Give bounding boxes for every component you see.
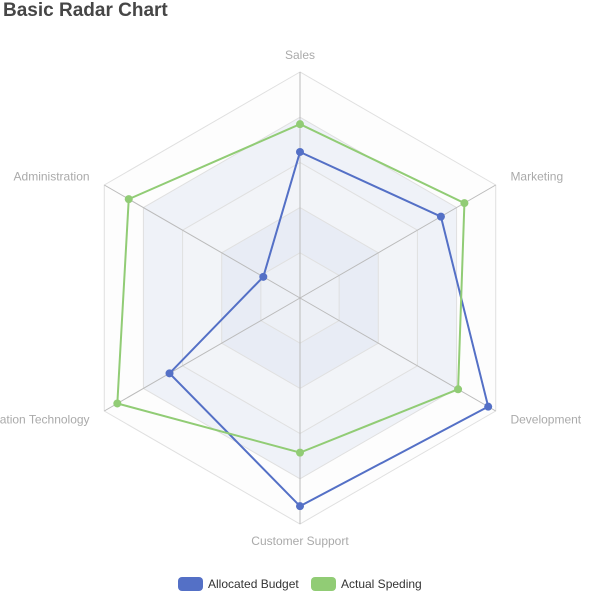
legend-swatch [311, 577, 336, 591]
axis-line [104, 184, 301, 299]
data-point [124, 195, 133, 204]
indicator-label: Administration [14, 170, 90, 184]
legend-swatch [178, 577, 203, 591]
data-point [165, 369, 174, 378]
axis-line [104, 297, 301, 412]
data-point [259, 272, 268, 281]
axis-line [299, 297, 496, 412]
indicator-label: Information Technology [0, 413, 90, 427]
indicator-label: Customer Support [251, 534, 349, 548]
data-point [296, 502, 304, 511]
data-point [113, 399, 122, 408]
indicator-label: Development [510, 413, 581, 427]
data-point [484, 402, 493, 411]
data-point [460, 199, 469, 208]
indicator-label: Sales [285, 48, 315, 62]
indicator-label: Marketing [510, 170, 563, 184]
data-point [436, 212, 445, 221]
chart-title: Basic Radar Chart [3, 0, 168, 21]
data-point [454, 385, 463, 394]
legend-label: Actual Speding [341, 577, 422, 591]
legend-item[interactable]: Allocated Budget [178, 577, 299, 591]
legend-item[interactable]: Actual Speding [311, 577, 422, 591]
data-point [296, 147, 304, 156]
legend-label: Allocated Budget [208, 577, 299, 591]
data-point [296, 120, 304, 129]
data-point [296, 448, 304, 457]
